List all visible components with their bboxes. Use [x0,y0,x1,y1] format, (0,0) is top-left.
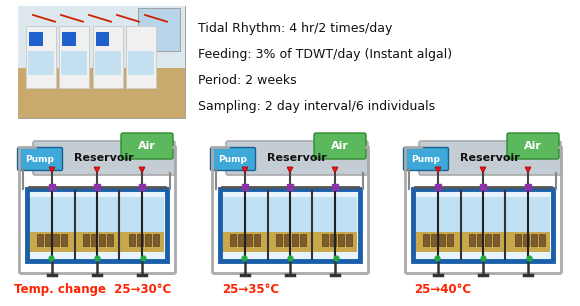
Bar [284,234,290,246]
FancyBboxPatch shape [419,141,561,175]
Bar [330,234,336,246]
Bar [59,26,89,88]
Bar [254,234,260,246]
Bar [322,234,328,246]
Bar [523,234,529,246]
Bar [61,234,67,246]
Text: Temp. change  25→30°C: Temp. change 25→30°C [14,283,171,296]
Bar [145,234,151,246]
Bar [45,234,51,246]
Bar [18,68,185,118]
Text: Air: Air [331,141,349,151]
FancyBboxPatch shape [211,147,256,170]
Bar [107,234,113,246]
FancyBboxPatch shape [33,141,175,175]
Bar [338,234,344,246]
Bar [220,189,360,261]
Bar [238,234,244,246]
Bar [18,6,185,68]
Bar [515,234,521,246]
Bar [493,234,499,246]
Bar [300,234,306,246]
Bar [28,51,54,76]
Text: Pump: Pump [26,155,55,163]
Bar [223,232,357,252]
Bar [63,32,76,46]
FancyBboxPatch shape [226,141,368,175]
Bar [153,234,159,246]
Bar [129,234,135,246]
Text: Period: 2 weeks: Period: 2 weeks [198,74,296,87]
Bar [18,6,185,118]
Bar [128,51,154,76]
Bar [531,234,537,246]
Bar [27,189,167,261]
Bar [431,234,437,246]
Bar [416,232,550,252]
FancyBboxPatch shape [121,133,173,159]
Bar [413,189,553,261]
Bar [93,26,123,88]
Bar [26,26,56,88]
Bar [439,234,445,246]
Text: Reservoir: Reservoir [74,153,134,163]
FancyBboxPatch shape [314,133,366,159]
Bar [346,234,352,246]
Text: Pump: Pump [219,155,248,163]
Bar [447,234,453,246]
Bar [416,197,550,232]
Bar [477,234,483,246]
Bar [539,234,545,246]
Bar [96,32,109,46]
Text: Air: Air [524,141,542,151]
Bar [230,234,236,246]
Bar [30,197,164,232]
Bar [469,234,475,246]
Bar [485,234,491,246]
Text: Tidal Rhythm: 4 hr/2 times/day: Tidal Rhythm: 4 hr/2 times/day [198,22,393,35]
Text: Reservoir: Reservoir [267,153,327,163]
Text: 25→35°C: 25→35°C [222,283,279,296]
FancyBboxPatch shape [507,133,559,159]
Text: Air: Air [138,141,156,151]
Bar [138,8,180,50]
Bar [99,234,105,246]
Bar [137,234,143,246]
Text: Pump: Pump [412,155,440,163]
Bar [83,234,89,246]
Text: Feeding: 3% of TDWT/day (Instant algal): Feeding: 3% of TDWT/day (Instant algal) [198,48,452,61]
Bar [423,234,429,246]
Bar [126,26,156,88]
FancyBboxPatch shape [17,147,63,170]
Text: Sampling: 2 day interval/6 individuals: Sampling: 2 day interval/6 individuals [198,100,435,113]
Bar [95,51,121,76]
Bar [246,234,252,246]
Bar [61,51,88,76]
Bar [30,232,164,252]
Bar [223,197,357,232]
Bar [37,234,43,246]
Bar [53,234,59,246]
Text: Reservoir: Reservoir [460,153,520,163]
Bar [276,234,282,246]
Bar [29,32,42,46]
Text: 25→40°C: 25→40°C [414,283,471,296]
FancyBboxPatch shape [404,147,448,170]
Bar [292,234,298,246]
Bar [91,234,97,246]
